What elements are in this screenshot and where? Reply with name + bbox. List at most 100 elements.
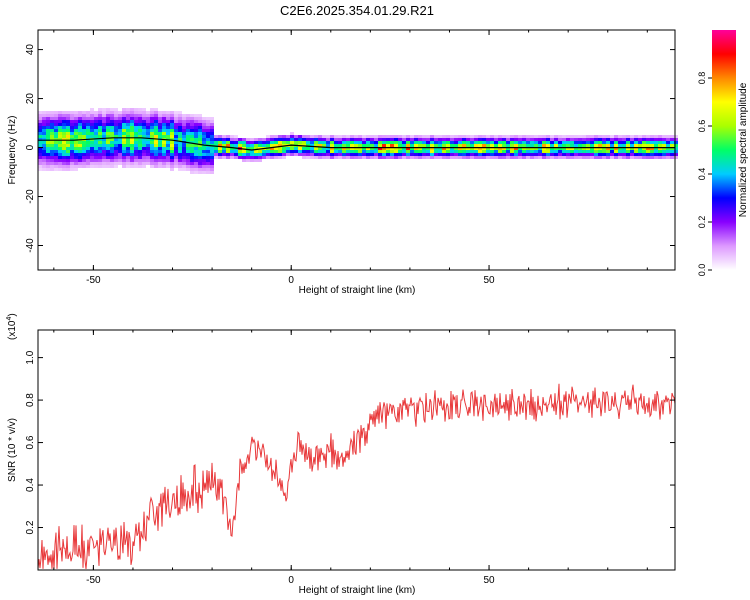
heatmap-cell: [454, 156, 458, 159]
heatmap-cell: [490, 150, 494, 153]
heatmap-cell: [550, 156, 554, 159]
heatmap-cell: [122, 144, 126, 147]
heatmap-cell: [118, 150, 122, 153]
heatmap-cell: [418, 153, 422, 156]
heatmap-cell: [614, 156, 618, 159]
heatmap-cell: [38, 165, 42, 168]
heatmap-cell: [506, 147, 510, 150]
heatmap-cell: [94, 117, 98, 120]
heatmap-cell: [78, 111, 82, 114]
heatmap-cell: [86, 156, 90, 159]
heatmap-cell: [74, 132, 78, 135]
heatmap-cell: [138, 111, 142, 114]
heatmap-cell: [594, 156, 598, 159]
heatmap-cell: [190, 159, 194, 162]
heatmap-cell: [314, 138, 318, 141]
heatmap-cell: [78, 120, 82, 123]
heatmap-cell: [370, 150, 374, 153]
heatmap-cell: [322, 141, 326, 144]
heatmap-cell: [642, 150, 646, 153]
heatmap-cell: [86, 159, 90, 162]
heatmap-cell: [434, 135, 438, 138]
heatmap-cell: [142, 156, 146, 159]
heatmap-cell: [542, 141, 546, 144]
heatmap-cell: [46, 147, 50, 150]
heatmap-cell: [310, 144, 314, 147]
heatmap-cell: [94, 153, 98, 156]
heatmap-cell: [226, 156, 230, 159]
heatmap-cell: [114, 123, 118, 126]
heatmap-cell: [110, 114, 114, 117]
heatmap-cell: [174, 126, 178, 129]
colorbar: 0.00.20.40.60.8 Normalized spectral ampl…: [697, 30, 749, 276]
heatmap-cell: [186, 147, 190, 150]
heatmap-cell: [98, 117, 102, 120]
heatmap-cell: [630, 135, 634, 138]
heatmap-cell: [266, 153, 270, 156]
heatmap-cell: [46, 165, 50, 168]
heatmap-cell: [490, 144, 494, 147]
heatmap-cell: [422, 138, 426, 141]
heatmap-cell: [254, 150, 258, 153]
heatmap-cell: [154, 144, 158, 147]
heatmap-cell: [418, 141, 422, 144]
heatmap-cell: [138, 141, 142, 144]
heatmap-cell: [578, 153, 582, 156]
heatmap-cell: [70, 150, 74, 153]
heatmap-cell: [106, 111, 110, 114]
heatmap-cell: [538, 138, 542, 141]
heatmap-cell: [250, 159, 254, 162]
heatmap-cell: [462, 153, 466, 156]
heatmap-cell: [382, 141, 386, 144]
heatmap-cell: [242, 156, 246, 159]
heatmap-cell: [466, 141, 470, 144]
heatmap-cell: [286, 150, 290, 153]
heatmap-cell: [330, 135, 334, 138]
heatmap-cell: [422, 150, 426, 153]
heatmap-cell: [366, 147, 370, 150]
heatmap-cell: [38, 111, 42, 114]
heatmap-cell: [78, 144, 82, 147]
heatmap-cell: [242, 159, 246, 162]
heatmap-cell: [326, 141, 330, 144]
heatmap-cell: [186, 159, 190, 162]
heatmap-cell: [114, 126, 118, 129]
heatmap-cell: [566, 141, 570, 144]
heatmap-cell: [414, 156, 418, 159]
heatmap-cell: [50, 138, 54, 141]
heatmap-cell: [146, 120, 150, 123]
heatmap-cell: [302, 156, 306, 159]
heatmap-cell: [98, 132, 102, 135]
heatmap-cell: [166, 117, 170, 120]
heatmap-cell: [602, 153, 606, 156]
heatmap-cell: [430, 147, 434, 150]
heatmap-cell: [118, 120, 122, 123]
heatmap-cell: [558, 150, 562, 153]
heatmap-cell: [578, 156, 582, 159]
heatmap-cell: [58, 150, 62, 153]
heatmap-cell: [518, 147, 522, 150]
heatmap-cell: [234, 138, 238, 141]
heatmap-cell: [138, 165, 142, 168]
heatmap-cell: [650, 135, 654, 138]
heatmap-cell: [94, 162, 98, 165]
heatmap-cell: [150, 156, 154, 159]
heatmap-cell: [646, 138, 650, 141]
heatmap-cell: [526, 156, 530, 159]
heatmap-cell: [646, 141, 650, 144]
heatmap-cell: [570, 135, 574, 138]
heatmap-cell: [410, 141, 414, 144]
heatmap-cell: [106, 135, 110, 138]
heatmap-cell: [186, 162, 190, 165]
heatmap-cell: [390, 156, 394, 159]
heatmap-cell: [226, 150, 230, 153]
heatmap-cell: [98, 165, 102, 168]
heatmap-cell: [618, 141, 622, 144]
heatmap-cell: [190, 141, 194, 144]
heatmap-cell: [418, 138, 422, 141]
heatmap-cell: [386, 138, 390, 141]
heatmap-cell: [310, 147, 314, 150]
heatmap-cell: [178, 168, 182, 171]
heatmap-cell: [134, 147, 138, 150]
heatmap-cell: [70, 123, 74, 126]
